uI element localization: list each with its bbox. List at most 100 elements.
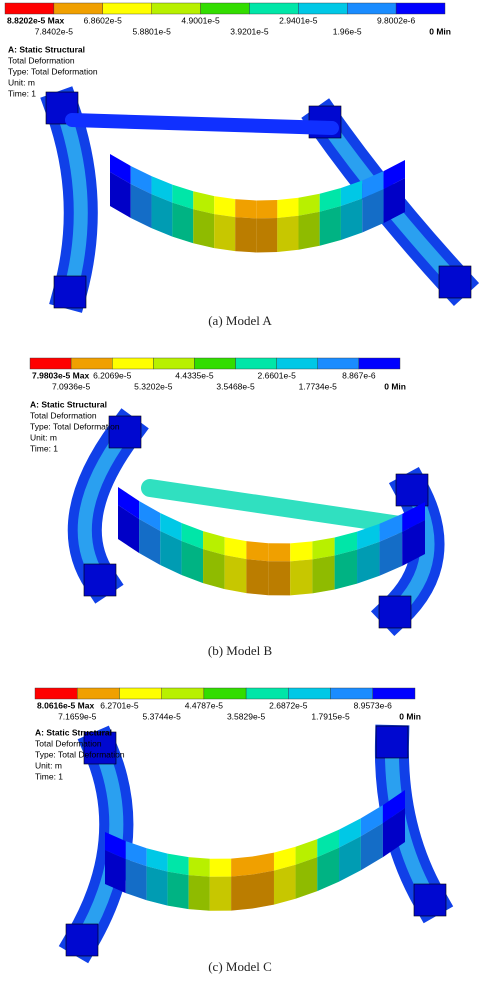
colorbar-segment <box>277 358 318 369</box>
legend-label: 1.7915e-5 <box>311 711 350 721</box>
beam-front-shade <box>225 555 247 593</box>
beam-front-shade <box>193 209 214 248</box>
legend-label: 4.9001e-5 <box>181 15 220 25</box>
beam-top <box>168 854 189 876</box>
beam-top <box>210 859 231 877</box>
info-line: Type: Total Deformation <box>8 66 98 76</box>
mount-block <box>376 726 408 758</box>
cross-tube <box>150 488 400 525</box>
colorbar-segment <box>347 3 396 14</box>
beam-top <box>214 196 235 217</box>
legend-label: 3.5829e-5 <box>227 711 266 721</box>
colorbar-segment <box>236 358 277 369</box>
colorbar-segment <box>318 358 359 369</box>
colorbar-segment <box>249 3 298 14</box>
beam-top <box>246 541 268 561</box>
colorbar-segment <box>77 688 119 699</box>
legend-label: 3.9201e-5 <box>230 26 269 36</box>
beam-front-shade <box>214 214 235 251</box>
panel: 7.9803e-5 Max 6.2069e-5 4.4335e-5 2.6601e-5… <box>30 358 428 658</box>
beam-front-shade <box>298 212 319 250</box>
info-line: Unit: m <box>8 77 35 87</box>
beam-top <box>235 199 256 218</box>
mount-block <box>84 564 116 596</box>
colorbar-segment <box>288 688 330 699</box>
info-line: A: Static Structural <box>35 727 112 737</box>
beam-front-shade <box>210 877 231 911</box>
info-line: A: Static Structural <box>8 44 85 54</box>
colorbar-segment <box>35 688 77 699</box>
beam-front-shade <box>268 561 290 595</box>
legend-label: 5.8801e-5 <box>133 26 172 36</box>
info-line: Type: Total Deformation <box>35 749 125 759</box>
beam-front-shade <box>246 559 268 595</box>
colorbar-segment <box>152 3 201 14</box>
beam-front-shade <box>126 859 147 900</box>
legend-label: 8.0616e-5 Max <box>37 700 94 710</box>
info-line: A: Static Structural <box>30 399 107 409</box>
colorbar-segment <box>5 3 54 14</box>
beam-top <box>189 857 210 877</box>
legend-label: 8.8202e-5 Max <box>7 15 64 25</box>
legend-label: 2.6601e-5 <box>258 370 297 380</box>
beam-top <box>231 857 252 877</box>
colorbar-segment <box>103 3 152 14</box>
colorbar-segment <box>194 358 235 369</box>
legend-label: 5.3744e-5 <box>143 711 182 721</box>
beam-front-shade <box>320 206 341 246</box>
cross-tube <box>72 120 332 128</box>
beam-front-shade <box>235 217 256 252</box>
info-line: Time: 1 <box>8 88 36 98</box>
beam-front-shade <box>172 203 193 244</box>
beam-front-shade <box>231 875 252 911</box>
legend-label: 1.7734e-5 <box>299 381 338 391</box>
legend-label: 4.4335e-5 <box>175 370 214 380</box>
legend-label: 7.9803e-5 Max <box>32 370 89 380</box>
caption: (c) Model C <box>208 959 272 974</box>
info-line: Total Deformation <box>35 738 102 748</box>
beam-top <box>256 200 277 218</box>
colorbar-segment <box>119 688 161 699</box>
caption: (a) Model A <box>208 313 272 328</box>
beam-front-shade <box>203 549 225 589</box>
colorbar-segment <box>201 3 250 14</box>
colorbar-segment <box>359 358 400 369</box>
mount-block <box>396 474 428 506</box>
colorbar-segment <box>112 358 153 369</box>
info-line: Type: Total Deformation <box>30 421 120 431</box>
legend-label: 6.8602e-5 <box>84 15 123 25</box>
mount-block <box>54 276 86 308</box>
page: {"colormap": ["#ff0000", "#f0a000", "#ff… <box>0 0 479 984</box>
colorbar-segment <box>162 688 204 699</box>
beam-top <box>290 541 312 561</box>
legend-label: 0 Min <box>399 711 421 721</box>
beam-top <box>268 543 290 561</box>
colorbar-segment <box>153 358 194 369</box>
legend-label: 6.2069e-5 <box>93 370 132 380</box>
legend-label: 8.9573e-6 <box>354 700 393 710</box>
beam-front-shade <box>256 218 277 252</box>
beam-front-shade <box>253 871 274 909</box>
legend-label: 4.4787e-5 <box>185 700 224 710</box>
colorbar-segment <box>373 688 415 699</box>
info-line: Total Deformation <box>30 410 97 420</box>
mount-block <box>414 884 446 916</box>
beam-front-shade <box>189 875 210 911</box>
legend-label: 9.8002e-6 <box>377 15 416 25</box>
colorbar-segment <box>71 358 112 369</box>
legend-label: 6.2701e-5 <box>100 700 139 710</box>
figure: 8.8202e-5 Max 6.8602e-5 4.9001e-5 2.9401e-5… <box>0 0 479 984</box>
colorbar-segment <box>54 3 103 14</box>
legend-label: 2.9401e-5 <box>279 15 318 25</box>
beam-front-shade <box>277 216 298 252</box>
beam-front-shade <box>168 872 189 910</box>
colorbar-segment <box>331 688 373 699</box>
legend-label: 3.5468e-5 <box>216 381 255 391</box>
legend-label: 5.3202e-5 <box>134 381 173 391</box>
mount-block <box>66 924 98 956</box>
colorbar-segment <box>298 3 347 14</box>
caption: (b) Model B <box>208 643 273 658</box>
beam-front-shade <box>335 550 357 590</box>
legend-label: 8.867e-6 <box>342 370 376 380</box>
